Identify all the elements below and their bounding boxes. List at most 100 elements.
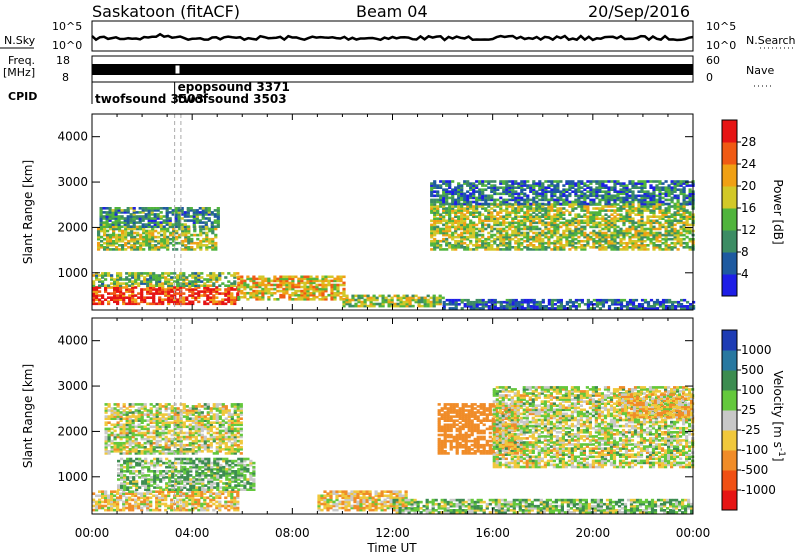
echo-cell	[517, 198, 521, 202]
echo-cell	[442, 209, 446, 212]
echo-cell	[508, 307, 512, 310]
echo-cell	[309, 298, 313, 301]
echo-cell	[574, 207, 578, 210]
echo-cell	[261, 287, 265, 291]
echo-cell	[544, 246, 548, 249]
echo-cell	[176, 302, 180, 306]
echo-cell	[640, 217, 644, 220]
echo-cell	[613, 202, 617, 206]
echo-cell	[125, 288, 129, 291]
echo-cell	[176, 284, 180, 287]
echo-cell	[192, 484, 196, 487]
echo-cell	[448, 241, 452, 245]
echo-cell	[101, 490, 105, 493]
echo-cell	[475, 205, 479, 208]
echo-cell	[520, 248, 524, 251]
echo-cell	[138, 463, 142, 467]
echo-cell	[172, 233, 176, 237]
echo-cell	[574, 215, 578, 218]
echo-cell	[103, 241, 107, 245]
echo-cell	[643, 184, 647, 187]
echo-cell	[553, 205, 557, 208]
echo-cell	[216, 488, 220, 491]
echo-cell	[136, 237, 140, 241]
echo-cell	[117, 209, 121, 212]
echo-cell	[577, 182, 581, 185]
echo-cell	[255, 283, 259, 287]
echo-cell	[652, 194, 656, 198]
echo-cell	[547, 241, 551, 245]
echo-cell	[496, 192, 500, 196]
echo-cell	[336, 277, 340, 281]
echo-cell	[508, 198, 512, 202]
echo-cell	[589, 182, 593, 185]
echo-cell	[517, 307, 521, 310]
echo-cell	[592, 229, 596, 233]
echo-cell	[433, 229, 437, 233]
echo-cell	[161, 300, 165, 304]
echo-cell	[454, 188, 458, 191]
echo-cell	[433, 217, 437, 220]
echo-cell	[141, 459, 145, 463]
echo-cell	[237, 277, 241, 281]
echo-cell	[568, 188, 572, 191]
echo-cell	[124, 248, 128, 251]
echo-cell	[213, 225, 217, 228]
echo-cell	[212, 274, 216, 277]
echo-cell	[565, 239, 569, 243]
echo-cell	[143, 272, 147, 275]
echo-cell	[176, 494, 180, 498]
echo-cell	[466, 182, 470, 185]
echo-cell	[676, 221, 680, 225]
echo-cell	[102, 217, 106, 220]
echo-cell	[577, 231, 581, 235]
echo-cell	[655, 246, 659, 249]
echo-cell	[264, 289, 268, 293]
echo-cell	[140, 300, 144, 304]
echo-cell	[448, 207, 452, 210]
echo-cell	[116, 284, 120, 287]
echo-cell	[553, 298, 557, 302]
echo-cell	[475, 307, 479, 310]
echo-cell	[126, 223, 130, 226]
echo-cell	[177, 461, 181, 465]
echo-cell	[664, 190, 668, 193]
echo-cell	[454, 300, 458, 304]
echo-cell	[164, 280, 168, 283]
echo-cell	[140, 506, 144, 510]
echo-cell	[174, 225, 178, 228]
echo-cell	[204, 225, 208, 228]
echo-cell	[182, 272, 186, 275]
echo-cell	[625, 190, 629, 193]
echo-cell	[342, 281, 346, 285]
echo-cell	[183, 457, 187, 461]
echo-cell	[95, 500, 99, 504]
echo-cell	[667, 246, 671, 249]
echo-cell	[120, 211, 124, 214]
echo-cell	[640, 182, 644, 185]
echo-cell	[550, 235, 554, 239]
echo-cell	[496, 188, 500, 191]
echo-cell	[95, 276, 99, 279]
echo-cell	[466, 227, 470, 231]
echo-cell	[294, 283, 298, 287]
echo-cell	[484, 241, 488, 245]
echo-cell	[210, 486, 214, 489]
echo-cell	[194, 288, 198, 291]
echo-cell	[110, 498, 114, 502]
echo-cell	[493, 307, 497, 310]
echo-cell	[150, 207, 154, 210]
echo-cell	[158, 280, 162, 283]
echo-cell	[233, 302, 237, 306]
echo-cell	[136, 239, 140, 243]
echo-cell	[315, 289, 319, 293]
echo-cell	[128, 280, 132, 283]
echo-cell	[679, 219, 683, 223]
echo-cell	[360, 304, 364, 308]
echo-cell	[366, 294, 370, 298]
echo-cell	[571, 190, 575, 193]
echo-cell	[97, 231, 101, 235]
echo-cell	[487, 205, 491, 208]
echo-cell	[454, 244, 458, 247]
echo-cell	[134, 506, 138, 510]
